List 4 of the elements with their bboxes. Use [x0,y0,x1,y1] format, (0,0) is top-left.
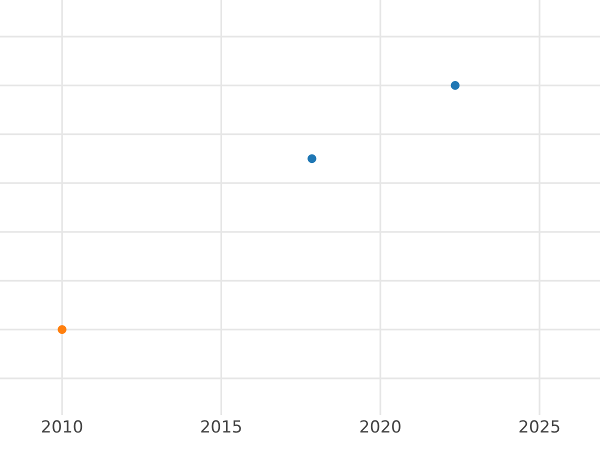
x-tick-label: 2020 [360,420,400,433]
x-tick-label: 2025 [520,420,560,433]
x-tick-label: 2015 [201,420,241,433]
x-tick-label: 2010 [42,420,82,433]
